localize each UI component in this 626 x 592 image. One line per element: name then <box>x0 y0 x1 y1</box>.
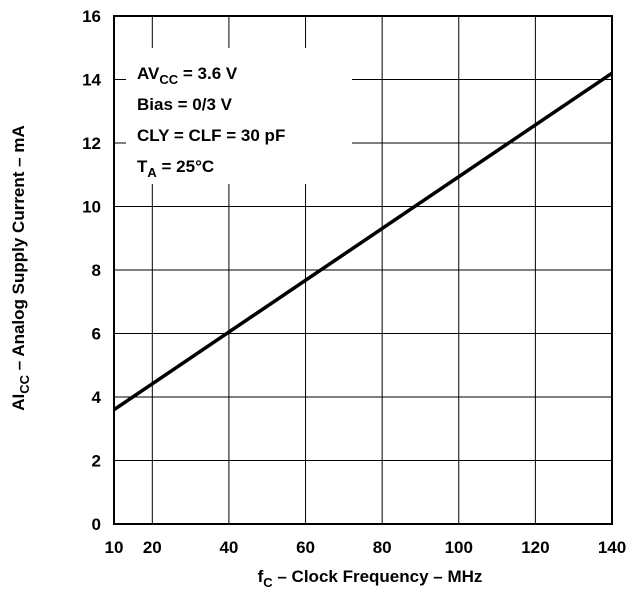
annotation-line: Bias = 0/3 V <box>137 95 233 114</box>
annotation-line: AVCC = 3.6 V <box>137 64 238 87</box>
y-tick-label: 10 <box>82 198 101 217</box>
annotation-line: CLY = CLF = 30 pF <box>137 126 285 145</box>
plot-frame <box>113 15 613 525</box>
y-tick-label: 0 <box>92 515 101 534</box>
x-tick-label: 140 <box>598 538 626 557</box>
x-axis-ticks: 10 20 40 60 80 100 120 140 <box>105 538 626 557</box>
y-tick-label: 4 <box>92 388 102 407</box>
y-axis-title: AICC – Analog Supply Current – mA <box>9 125 32 410</box>
x-axis-title-rest: – Clock Frequency – MHz <box>273 567 483 586</box>
y-axis-title-main: AI <box>9 394 28 411</box>
annotation-line: TA = 25°C <box>137 157 214 180</box>
annotation-box <box>126 48 352 184</box>
y-tick-label: 8 <box>92 261 101 280</box>
series-line <box>113 71 613 412</box>
x-tick-label: 10 <box>105 538 124 557</box>
x-tick-label: 60 <box>296 538 315 557</box>
y-tick-label: 2 <box>92 452 101 471</box>
y-tick-label: 6 <box>92 325 101 344</box>
x-axis-title-sub: C <box>263 575 273 590</box>
x-tick-label: 80 <box>373 538 392 557</box>
x-tick-label: 20 <box>143 538 162 557</box>
x-tick-label: 120 <box>521 538 549 557</box>
x-axis-title-main: f <box>258 567 264 586</box>
x-tick-label: 100 <box>445 538 473 557</box>
y-tick-label: 14 <box>82 71 101 90</box>
annotation-text: AVCC = 3.6 V Bias = 0/3 V CLY = CLF = 30 p… <box>137 64 285 180</box>
y-axis-title-rest: – Analog Supply Current – mA <box>9 125 28 375</box>
y-tick-label: 16 <box>82 7 101 26</box>
x-tick-label: 40 <box>219 538 238 557</box>
y-axis-title-sub: CC <box>17 374 32 393</box>
y-tick-label: 12 <box>82 134 101 153</box>
x-axis-title: fC – Clock Frequency – MHz <box>258 567 483 590</box>
y-axis-ticks: 0 2 4 6 8 10 12 14 16 <box>82 7 101 534</box>
series-layer <box>113 71 613 412</box>
